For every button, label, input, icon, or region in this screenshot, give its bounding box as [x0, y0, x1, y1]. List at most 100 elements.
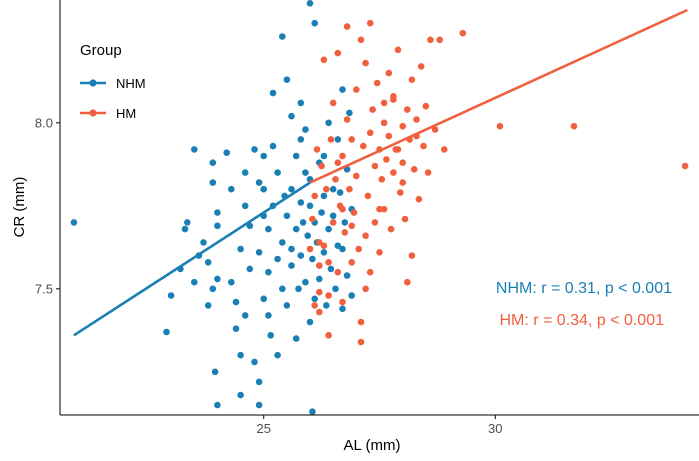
point-nhm-2 [167, 292, 175, 299]
point-hm-57 [401, 215, 409, 223]
point-nhm-30 [251, 358, 258, 366]
point-nhm-11 [204, 259, 212, 266]
point-nhm-18 [214, 401, 221, 409]
point-nhm-92 [339, 86, 346, 93]
ticks-layer: 25 30 7.5 8.0 [35, 115, 503, 436]
point-hm-77 [357, 338, 365, 346]
point-nhm-42 [267, 332, 275, 339]
point-nhm-55 [288, 185, 295, 193]
point-nhm-34 [260, 295, 268, 303]
regression-lines [73, 8, 688, 337]
point-hm-15 [334, 268, 342, 276]
point-nhm-95 [343, 272, 351, 279]
point-nhm-106 [297, 136, 305, 143]
point-nhm-87 [332, 285, 339, 293]
point-hm-12 [329, 99, 337, 107]
point-hm-78 [316, 308, 323, 316]
point-nhm-69 [306, 318, 314, 326]
points-layer [70, 0, 689, 416]
point-hm-10 [325, 292, 332, 299]
point-hm-32 [362, 232, 369, 239]
point-nhm-77 [316, 275, 323, 283]
y-tick-label-7.5: 7.5 [35, 281, 53, 296]
point-hm-21 [343, 116, 351, 123]
legend-label-hm: HM [116, 106, 136, 121]
point-nhm-86 [329, 212, 337, 220]
annotation-nhm: NHM: r = 0.31, p < 0.001 [496, 280, 672, 297]
point-nhm-58 [292, 225, 300, 233]
point-hm-49 [387, 225, 395, 233]
point-hm-0 [306, 245, 314, 253]
point-nhm-48 [279, 239, 286, 246]
point-hm-81 [366, 19, 374, 27]
point-nhm-14 [214, 209, 221, 216]
annotation-hm: HM: r = 0.34, p < 0.001 [499, 312, 664, 329]
point-hm-23 [348, 259, 356, 266]
point-nhm-29 [246, 265, 254, 273]
point-hm-69 [427, 36, 434, 44]
point-hm-27 [353, 172, 360, 180]
point-nhm-1 [163, 328, 170, 336]
point-nhm-13 [209, 285, 217, 293]
point-nhm-66 [302, 278, 309, 286]
point-nhm-24 [237, 245, 244, 253]
point-nhm-0 [70, 219, 78, 226]
point-hm-43 [378, 176, 386, 183]
point-hm-2 [311, 192, 319, 200]
point-nhm-45 [274, 255, 281, 263]
point-hm-16 [334, 49, 342, 57]
point-hm-29 [357, 36, 365, 44]
point-nhm-21 [228, 278, 235, 286]
point-hm-6 [316, 239, 323, 246]
point-hm-30 [357, 318, 365, 326]
point-hm-74 [496, 122, 504, 130]
point-hm-85 [362, 285, 369, 293]
point-nhm-111 [339, 245, 346, 253]
point-nhm-9 [200, 239, 207, 246]
point-hm-62 [410, 166, 418, 173]
point-nhm-63 [297, 252, 305, 259]
point-nhm-65 [302, 169, 309, 176]
point-nhm-7 [191, 146, 198, 153]
point-nhm-99 [269, 89, 277, 97]
point-hm-48 [385, 132, 393, 140]
legend-swatch-hm-dot [89, 109, 97, 117]
point-nhm-103 [288, 112, 295, 120]
point-nhm-56 [288, 262, 295, 269]
point-nhm-91 [339, 305, 346, 313]
point-nhm-41 [265, 312, 272, 319]
point-nhm-81 [323, 302, 330, 309]
point-nhm-52 [283, 212, 291, 220]
point-hm-46 [383, 156, 390, 163]
point-nhm-39 [265, 268, 272, 276]
point-hm-18 [339, 152, 346, 160]
point-hm-40 [373, 79, 381, 87]
point-hm-54 [397, 189, 404, 196]
point-nhm-105 [237, 391, 244, 399]
point-nhm-19 [223, 149, 230, 156]
point-hm-67 [422, 102, 430, 110]
point-hm-65 [417, 63, 425, 70]
point-hm-11 [327, 136, 335, 143]
point-hm-82 [348, 222, 356, 230]
point-nhm-110 [209, 159, 217, 166]
point-nhm-60 [295, 285, 302, 293]
point-nhm-36 [260, 152, 268, 160]
point-hm-91 [339, 205, 346, 213]
point-nhm-44 [269, 142, 277, 150]
point-hm-25 [350, 209, 358, 216]
point-hm-53 [394, 46, 402, 54]
point-hm-87 [380, 99, 388, 107]
point-nhm-54 [288, 245, 295, 253]
point-nhm-25 [237, 351, 244, 359]
point-nhm-10 [204, 302, 212, 309]
point-hm-71 [436, 36, 444, 44]
point-hm-72 [441, 146, 448, 153]
point-nhm-4 [181, 225, 189, 233]
x-tick-label-25: 25 [257, 421, 271, 436]
point-hm-26 [353, 86, 360, 93]
point-nhm-83 [325, 119, 332, 127]
point-hm-86 [334, 159, 342, 166]
point-hm-31 [360, 142, 367, 150]
point-hm-37 [369, 106, 376, 113]
